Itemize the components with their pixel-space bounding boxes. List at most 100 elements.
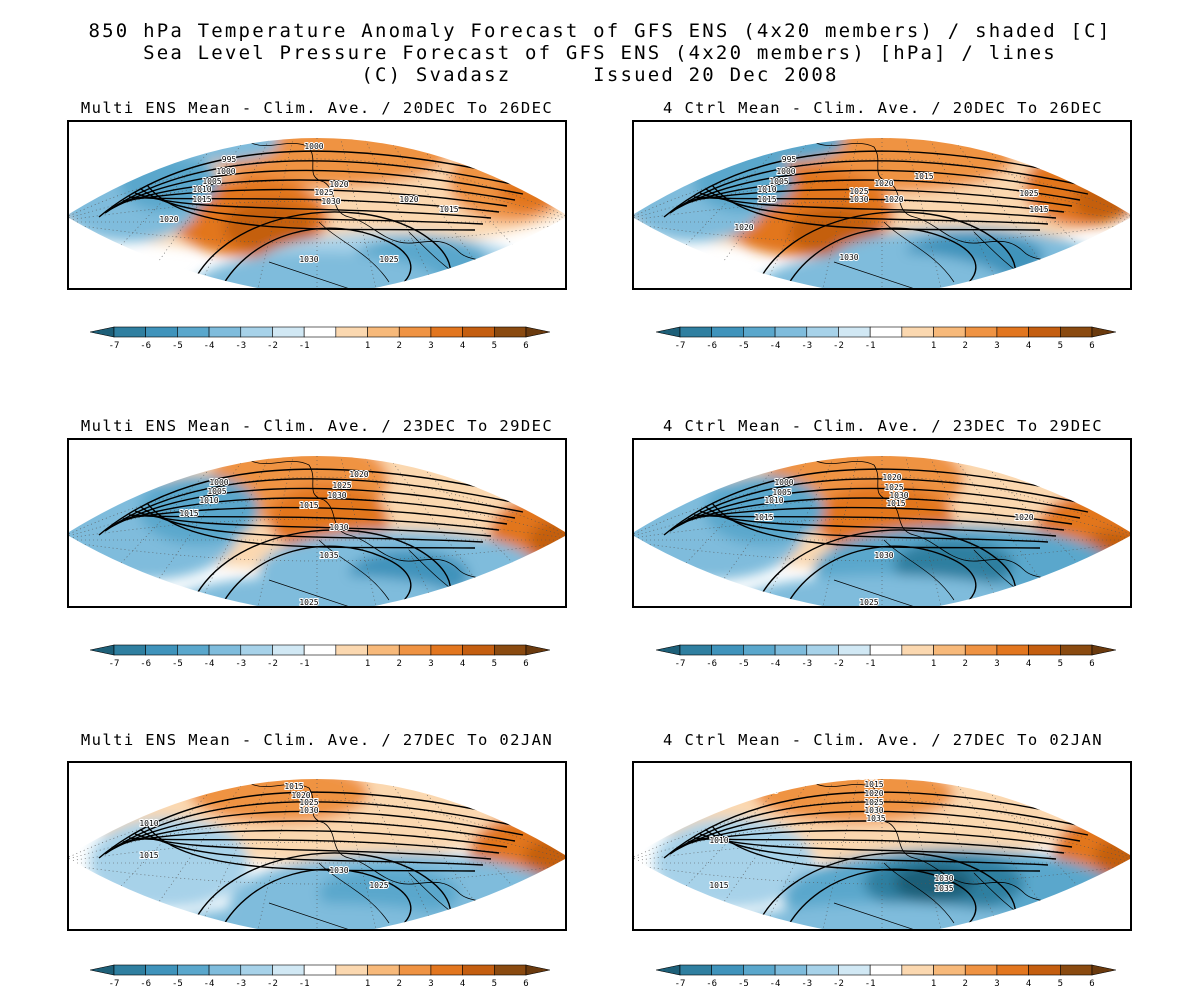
isobar-label: 1025 bbox=[859, 598, 878, 606]
isobar-label: 1025 bbox=[1019, 189, 1038, 198]
isobar-label: 1005 bbox=[769, 177, 788, 186]
colorbar-arrow-left bbox=[90, 644, 115, 656]
colorbar-label: -5 bbox=[172, 979, 183, 989]
colorbar-label: 5 bbox=[492, 659, 497, 669]
colorbar-swatch bbox=[494, 326, 527, 338]
colorbar-label: 4 bbox=[460, 979, 465, 989]
panel-title-6: 4 Ctrl Mean - Clim. Ave. / 27DEC To 02JA… bbox=[662, 731, 1103, 749]
anomaly-shading bbox=[524, 838, 565, 878]
colorbar-label: -1 bbox=[865, 341, 876, 351]
colorbar-label: -5 bbox=[738, 341, 749, 351]
graticule-line bbox=[76, 456, 238, 606]
colorbar-arrow-left bbox=[90, 964, 115, 976]
colorbar-swatch bbox=[303, 964, 337, 976]
isobar-line bbox=[98, 791, 540, 859]
colorbar-swatch bbox=[838, 326, 871, 338]
colorbar-swatch bbox=[398, 644, 432, 656]
graticule-line bbox=[196, 138, 278, 288]
colorbar-swatch bbox=[398, 964, 432, 976]
isobar-label: 1020 bbox=[734, 223, 753, 232]
isobar-label: 1005 bbox=[759, 786, 778, 795]
colorbar-swatch bbox=[933, 644, 966, 656]
colorbar-swatch bbox=[398, 326, 432, 338]
colorbar-swatch bbox=[367, 644, 400, 656]
colorbar-label: -7 bbox=[109, 341, 120, 351]
graticule-line bbox=[701, 779, 823, 929]
coastline bbox=[248, 141, 500, 273]
colorbar-swatch bbox=[335, 644, 368, 656]
isobar-label: 1015 bbox=[754, 513, 773, 522]
colorbar-swatch bbox=[806, 964, 839, 976]
colorbar-3: -7-6-5-4-3-2-11234567 bbox=[90, 642, 550, 672]
colorbar-label: -3 bbox=[235, 659, 246, 669]
colorbar-swatch bbox=[145, 326, 178, 338]
colorbar-label: 4 bbox=[1026, 979, 1031, 989]
graticule-line bbox=[356, 138, 438, 288]
isobar-label: 1025 bbox=[299, 798, 318, 807]
isobar-label: 1020 bbox=[291, 791, 310, 800]
colorbar-swatch bbox=[838, 644, 871, 656]
colorbar-swatch bbox=[208, 326, 242, 338]
colorbar-label: -4 bbox=[770, 659, 781, 669]
colorbar-swatch bbox=[494, 964, 527, 976]
colorbar-swatch bbox=[430, 644, 463, 656]
colorbar-label: 3 bbox=[428, 341, 433, 351]
colorbar-label: -2 bbox=[833, 341, 844, 351]
colorbar-label: -5 bbox=[172, 341, 183, 351]
panel-title-5: Multi ENS Mean - Clim. Ave. / 27DEC To 0… bbox=[80, 731, 554, 749]
colorbar-swatch bbox=[240, 326, 273, 338]
isobar-line bbox=[110, 169, 524, 210]
graticule-line bbox=[641, 138, 803, 288]
isobar-line bbox=[705, 188, 1049, 225]
colorbar-swatch bbox=[1028, 326, 1061, 338]
isobar-line bbox=[110, 487, 524, 528]
colorbar-swatch bbox=[964, 644, 998, 656]
colorbar-swatch bbox=[303, 326, 337, 338]
isobar-line bbox=[98, 150, 540, 218]
isobar-line bbox=[711, 825, 1041, 872]
colorbar-label: -7 bbox=[109, 659, 120, 669]
colorbar-label: 6 bbox=[1089, 341, 1094, 351]
colorbar-label: -3 bbox=[235, 341, 246, 351]
colorbar-label: 5 bbox=[492, 341, 497, 351]
isobar-line bbox=[663, 791, 1105, 859]
colorbar-label: 3 bbox=[994, 979, 999, 989]
isobar-line bbox=[146, 502, 476, 549]
graticule-line bbox=[69, 841, 565, 862]
isobar-label: 1015 bbox=[1029, 205, 1048, 214]
graticule-line bbox=[196, 779, 278, 929]
colorbar-swatch bbox=[240, 644, 273, 656]
colorbar-swatch bbox=[901, 326, 934, 338]
isobar-label: 1010 bbox=[199, 496, 218, 505]
colorbar-swatch bbox=[430, 964, 463, 976]
colorbar-arrow-right bbox=[1091, 964, 1116, 976]
colorbar-swatch bbox=[177, 326, 210, 338]
colorbar-label: 6 bbox=[1089, 979, 1094, 989]
colorbar-swatch bbox=[869, 644, 903, 656]
isobar-line bbox=[663, 150, 1105, 218]
map-panel-6: 1005 1010 1015 1020 1025 1030 1035 1010 1015 1030… bbox=[632, 761, 1132, 931]
graticule-line bbox=[356, 456, 438, 606]
isobar-line bbox=[110, 810, 524, 851]
colorbar-swatch bbox=[743, 326, 776, 338]
isobar-label: 1035 bbox=[866, 814, 885, 823]
graticule-line bbox=[961, 779, 1123, 929]
colorbar-label: -4 bbox=[204, 659, 215, 669]
isobar-label: 1005 bbox=[202, 177, 221, 186]
isobar-label: 1025 bbox=[299, 598, 318, 606]
colorbar-swatch bbox=[806, 326, 839, 338]
isobar-label: 1025 bbox=[332, 481, 351, 490]
graticule-line bbox=[634, 518, 1130, 539]
colorbar-label: 4 bbox=[1026, 659, 1031, 669]
colorbar-label: -2 bbox=[267, 979, 278, 989]
panel-title-2: 4 Ctrl Mean - Clim. Ave. / 20DEC To 26DE… bbox=[662, 99, 1103, 117]
graticule-line bbox=[941, 779, 1063, 929]
isobar-line bbox=[140, 829, 484, 866]
colorbar-swatch bbox=[901, 644, 934, 656]
anomaly-shading bbox=[734, 575, 1034, 606]
map-panel-1: 995 1000 1005 1010 1015 1020 1020 1025 1030 1020 1… bbox=[67, 120, 567, 290]
colorbar-swatch bbox=[679, 644, 712, 656]
colorbar-swatch bbox=[272, 964, 305, 976]
isobar-label: 1000 bbox=[209, 478, 228, 487]
isobar-label: 1005 bbox=[207, 487, 226, 496]
